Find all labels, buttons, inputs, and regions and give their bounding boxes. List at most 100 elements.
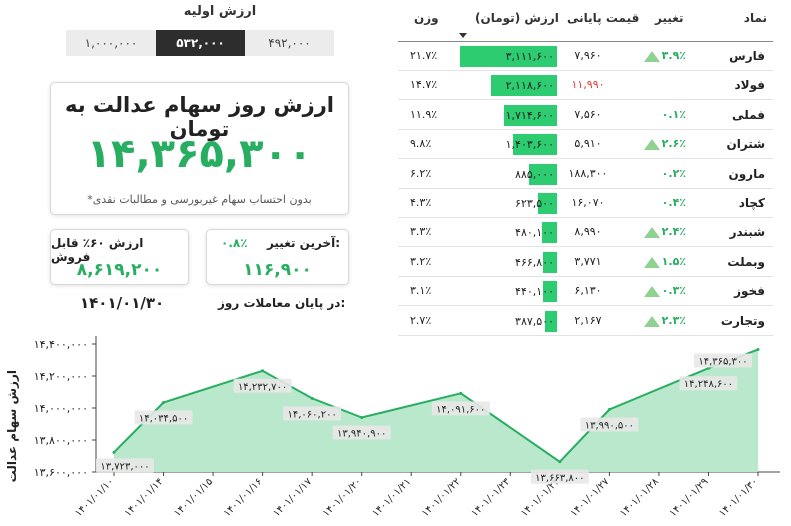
row-price: ۱۶,۰۷۰ [571, 196, 605, 209]
data-label: ۱۳,۷۲۳,۰۰۰ [100, 461, 149, 472]
row-symbol[interactable]: وبملت [727, 254, 765, 269]
row-value: ۱,۷۱۴,۶۰۰ [505, 108, 554, 122]
x-tick-label: ۱۴۰۱/۰۱/۱۷ [271, 476, 314, 519]
up-arrow-icon [644, 139, 660, 151]
x-tick-label: ۱۴۰۱/۰۱/۲۳ [469, 476, 512, 519]
y-tick-label: ۱۴,۲۰۰,۰۰۰ [34, 370, 88, 383]
row-value: ۶۲۳,۵۰۰ [515, 197, 554, 210]
y-tick-label: ۱۴,۰۰۰,۰۰۰ [34, 402, 88, 415]
data-label-bg [530, 469, 589, 484]
data-label-bg [96, 458, 154, 473]
row-symbol[interactable]: شتران [726, 137, 765, 152]
up-arrow-icon [644, 315, 660, 327]
column-header-price[interactable]: قیمت پایانی [567, 11, 640, 25]
table-row[interactable]: وتجارت ۲.۳٪ ۲,۱۶۷ ۳۸۷,۵۰۰ ۲.۷٪ [398, 307, 773, 336]
x-tick-label: ۱۴۰۱/۰۱/۱۰ [73, 476, 116, 519]
row-symbol[interactable]: وتجارت [720, 313, 765, 328]
data-point [261, 369, 265, 373]
x-tick-label: ۱۴۰۱/۰۱/۲۱ [370, 476, 413, 519]
x-tick-label: ۱۴۰۱/۰۱/۱۶ [222, 476, 265, 519]
row-weight: ۶.۲٪ [410, 166, 432, 180]
row-change: ۰.۴٪ [661, 196, 686, 209]
row-value: ۳,۱۱۱,۶۰۰ [505, 50, 554, 63]
initial-value-option-1000000[interactable]: ۱,۰۰۰,۰۰۰ [66, 30, 156, 56]
row-change: ۳.۹٪ [661, 49, 686, 62]
x-tick-label: ۱۴۰۱/۰۱/۲۹ [668, 476, 711, 519]
up-arrow-icon [644, 256, 660, 268]
data-point [756, 348, 760, 352]
row-weight: ۱۴.۷٪ [410, 78, 438, 92]
initial-value-option-532000[interactable]: ۵۳۲,۰۰۰ [156, 30, 245, 56]
table-row[interactable]: شتران ۲.۶٪ ۵,۹۱۰ ۱,۴۰۳,۶۰۰ ۹.۸٪ [398, 130, 773, 160]
data-point [558, 460, 562, 464]
table-row[interactable]: کچاد ۰.۴٪ ۱۶,۰۷۰ ۶۲۳,۵۰۰ ۴.۳٪ [398, 189, 773, 218]
row-change: ۲.۴٪ [661, 225, 686, 239]
row-value-bar [528, 163, 557, 185]
row-weight: ۱۱.۹٪ [410, 107, 438, 121]
row-price: ۳,۷۷۱ [574, 254, 602, 268]
table-row[interactable]: وبملت ۱.۵٪ ۳,۷۷۱ ۴۶۶,۸۰۰ ۳.۲٪ [398, 248, 773, 277]
row-weight: ۳.۱٪ [410, 284, 432, 298]
table-row[interactable]: شبندر ۲.۴٪ ۸,۹۹۰ ۴۸۰,۱۰۰ ۳.۳٪ [398, 218, 773, 248]
row-symbol[interactable]: شبندر [729, 225, 765, 240]
row-symbol[interactable]: فملی [732, 107, 765, 122]
row-value: ۳۸۷,۵۰۰ [515, 314, 554, 328]
last-change-percent: ۰.۸٪ [221, 236, 248, 250]
value-history-chart: ۱۳,۶۰۰,۰۰۰ ۱۳,۸۰۰,۰۰۰ ۱۴,۰۰۰,۰۰۰ ۱۴,۲۰۰,۰۰۰… [34, 336, 780, 519]
sort-desc-icon[interactable] [459, 33, 467, 38]
row-symbol[interactable]: فخوز [734, 284, 765, 299]
row-symbol[interactable]: فولاد [734, 78, 765, 93]
data-label-bg [283, 406, 342, 421]
row-value-bar [491, 75, 557, 97]
sellable-value-card: ارزش ۶۰٪ قابل فروش ۸,۶۱۹,۲۰۰ [50, 229, 189, 285]
series-line [113, 348, 759, 464]
row-value-bar [541, 222, 557, 244]
row-value-bar [543, 281, 557, 303]
table-header-divider [398, 41, 773, 42]
row-value-bar [513, 134, 557, 156]
row-price: ۷,۵۶۰ [574, 107, 602, 121]
row-symbol[interactable]: کچاد [738, 196, 765, 210]
row-change: ۰.۲٪ [661, 166, 686, 180]
row-price: ۸,۹۹۰ [574, 225, 602, 239]
portfolio-value-number: ۱۴,۳۶۵,۳۰۰ [86, 131, 313, 177]
row-weight: ۲.۷٪ [410, 313, 432, 327]
row-weight: ۹.۸٪ [410, 137, 432, 151]
y-tick-label: ۱۳,۶۰۰,۰۰۰ [34, 466, 88, 479]
data-label: ۱۴,۰۳۴,۵۰۰ [139, 413, 188, 424]
row-weight: ۴.۳٪ [410, 196, 432, 209]
row-value: ۲,۱۱۸,۶۰۰ [505, 79, 554, 93]
table-row[interactable]: فخوز ۰.۳٪ ۶,۱۳۰ ۴۴۰,۱۰۰ ۳.۱٪ [398, 277, 773, 307]
x-tick-label: ۱۴۰۱/۰۱/۱۵ [172, 476, 215, 519]
row-change: ۲.۳٪ [661, 313, 686, 327]
row-symbol[interactable]: فارس [729, 49, 765, 63]
row-weight: ۲۱.۷٪ [410, 49, 438, 62]
row-price: ۷,۹۶۰ [574, 49, 602, 62]
data-label-bg [233, 378, 292, 393]
data-label: ۱۴,۲۳۲,۷۰۰ [238, 382, 287, 393]
last-change-card: آخرین تغییر: ۰.۸٪ ۱۱۶,۹۰۰ [206, 229, 349, 285]
table-row[interactable]: فارس ۳.۹٪ ۷,۹۶۰ ۳,۱۱۱,۶۰۰ ۲۱.۷٪ [398, 42, 773, 71]
data-point [310, 396, 314, 400]
row-value-bar [460, 46, 557, 67]
portfolio-value-card: ارزش روز سهام عدالت به تومان ۱۴,۳۶۵,۳۰۰ … [50, 82, 349, 215]
table-row[interactable]: مارون ۰.۲٪ ۱۸۸,۳۰۰ ۸۸۵,۰۰۰ ۶.۲٪ [398, 160, 773, 189]
row-symbol[interactable]: مارون [728, 166, 765, 181]
initial-value-option-492000[interactable]: ۴۹۲,۰۰۰ [245, 30, 334, 56]
table-row[interactable]: فملی ۰.۱٪ ۷,۵۶۰ ۱,۷۱۴,۶۰۰ ۱۱.۹٪ [398, 101, 773, 130]
last-change-number: ۱۱۶,۹۰۰ [243, 260, 312, 280]
y-tick-label: ۱۴,۴۰۰,۰۰۰ [34, 338, 88, 351]
trading-date-label: در پایان معاملات روز: [218, 296, 346, 310]
trading-date: ۱۴۰۱/۰۱/۳۰ [80, 294, 165, 312]
up-arrow-icon [644, 51, 660, 62]
data-label: ۱۴,۳۶۵,۳۰۰ [698, 357, 747, 368]
sellable-value-number: ۸,۶۱۹,۲۰۰ [76, 260, 163, 280]
column-header-weight[interactable]: وزن [414, 11, 439, 25]
data-point [360, 415, 364, 419]
column-header-symbol[interactable]: نماد [743, 11, 767, 25]
x-tick-label: ۱۴۰۱/۰۱/۳۰ [717, 476, 760, 519]
column-header-change[interactable]: تغییر [655, 11, 684, 25]
table-row[interactable]: فولاد ۱۱,۹۹۰ ۲,۱۱۸,۶۰۰ ۱۴.۷٪ [398, 71, 773, 101]
column-header-value[interactable]: ارزش (تومان) [475, 11, 559, 25]
row-value: ۱,۴۰۳,۶۰۰ [505, 138, 554, 152]
